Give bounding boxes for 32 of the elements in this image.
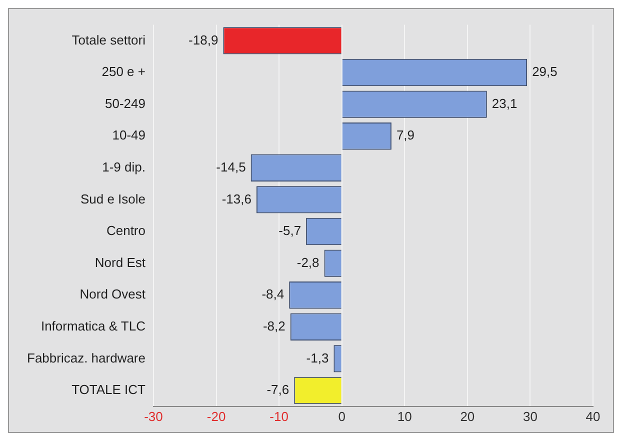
y-tick-label: Totale settori <box>72 32 146 48</box>
data-label: 23,1 <box>492 96 518 111</box>
data-label: -7,6 <box>266 382 290 398</box>
data-label: -1,3 <box>306 350 329 366</box>
x-tick-label: 20 <box>460 408 475 424</box>
y-tick-label: 250 e + <box>102 64 146 80</box>
x-tick-label: 10 <box>397 408 412 424</box>
y-tick-label: Nord Ovest <box>80 286 146 302</box>
data-label: -2,8 <box>296 254 320 270</box>
y-tick-label: Sud e Isole <box>80 191 146 206</box>
data-label: -8,4 <box>262 286 284 302</box>
y-tick-label: Fabbricaz. hardware <box>27 350 146 366</box>
data-label: 29,5 <box>532 64 558 80</box>
x-tick-label: -20 <box>206 408 226 424</box>
x-tick-label: -30 <box>144 408 163 424</box>
x-tick-label: 40 <box>586 408 600 424</box>
y-tick-label: Nord Est <box>94 254 146 270</box>
x-tick-label: 0 <box>338 408 346 424</box>
data-label: -5,7 <box>278 223 302 238</box>
y-tick-label: Informatica & TLC <box>40 318 146 334</box>
data-label: -18,9 <box>188 32 218 48</box>
y-tick-label: 50-249 <box>105 96 146 111</box>
x-tick-label: 30 <box>522 408 538 424</box>
data-label: 7,9 <box>396 128 415 143</box>
y-tick-label: TOTALE ICT <box>72 382 146 398</box>
data-label: -14,5 <box>216 159 246 174</box>
y-tick-label: 10-49 <box>112 128 146 143</box>
y-tick-label: 1-9 dip. <box>102 159 146 174</box>
y-tick-label: Centro <box>106 223 146 238</box>
data-label: -8,2 <box>262 318 286 334</box>
data-label: -13,6 <box>222 191 252 206</box>
x-tick-label: -10 <box>270 408 288 424</box>
